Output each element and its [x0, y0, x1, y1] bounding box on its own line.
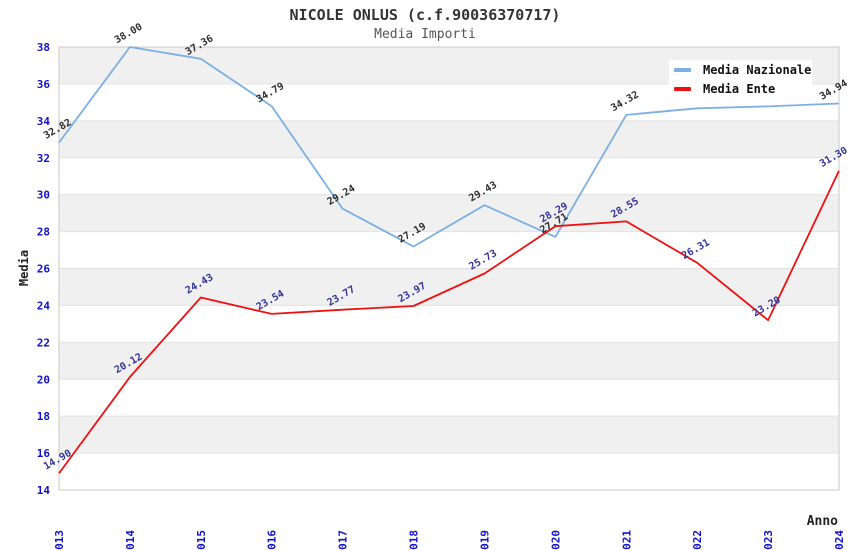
series-line-media-ente [58, 170, 840, 474]
legend-label-media-nazionale: Media Nazionale [703, 62, 812, 77]
chart-title: NICOLE ONLUS (c.f.90036370717) [289, 6, 561, 24]
point-value-label: 34.79 [255, 81, 287, 106]
y-tick-label: 16 [37, 447, 51, 460]
x-tick-label: 2023 [762, 530, 775, 550]
series-line-media-nazionale [58, 46, 840, 248]
x-tick-label: 2015 [195, 530, 208, 550]
x-tick-label: 2020 [549, 530, 562, 550]
plot-border [58, 46, 840, 491]
legend-label-media-ente: Media Ente [703, 81, 776, 96]
x-tick-label: 2024 [833, 530, 846, 550]
y-tick-label: 20 [37, 373, 50, 386]
y-tick-label: 14 [37, 484, 51, 497]
x-tick-label: 2022 [691, 530, 704, 550]
point-value-label: 26.31 [680, 237, 712, 262]
legend: Media Nazionale Media Ente [669, 60, 812, 98]
y-tick-label: 22 [37, 336, 50, 349]
y-tick-label: 32 [37, 152, 50, 165]
legend-item-media-nazionale: Media Nazionale [669, 60, 812, 79]
y-tick-label: 30 [37, 189, 50, 202]
legend-swatch-media-nazionale [674, 67, 691, 72]
x-tick-label: 2019 [478, 530, 491, 550]
y-tick-label: 18 [37, 410, 50, 423]
x-tick-label: 2017 [337, 530, 350, 550]
x-axis-title: Anno [806, 514, 838, 529]
y-tick-label: 26 [37, 263, 51, 276]
y-tick-label: 36 [37, 78, 51, 91]
grid-band [59, 416, 839, 454]
x-tick-label: 2021 [620, 530, 633, 550]
x-tick-label: 2018 [408, 530, 421, 550]
y-tick-label: 28 [37, 226, 50, 239]
x-tick-label: 2016 [266, 530, 279, 550]
grid-band [59, 342, 839, 380]
x-tick-label: 2014 [124, 530, 137, 550]
legend-item-media-ente: Media Ente [669, 79, 812, 98]
legend-swatch-media-ente [674, 86, 691, 91]
grid-band [59, 120, 839, 158]
grid-band [59, 268, 839, 306]
y-tick-label: 24 [37, 299, 51, 312]
y-tick-label: 38 [37, 41, 50, 54]
y-tick-label: 34 [37, 115, 51, 128]
point-value-label: 34.32 [609, 89, 641, 114]
y-axis-title: Media [17, 249, 31, 287]
chart-subtitle: Media Importi [374, 27, 476, 42]
x-tick-label: 2013 [53, 530, 66, 550]
